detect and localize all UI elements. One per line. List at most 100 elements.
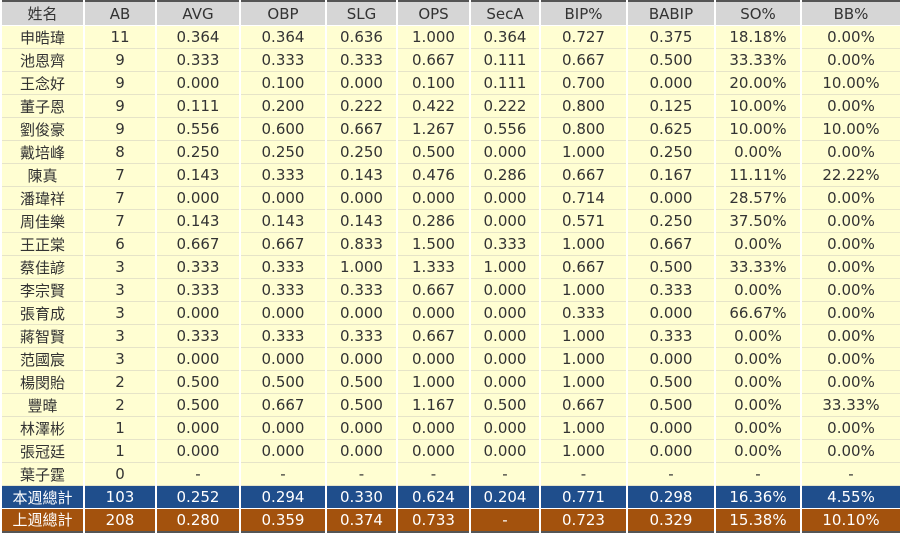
cell-babip: 0.500	[626, 48, 716, 72]
cell-name: 張冠廷	[0, 439, 85, 463]
cell-babip: 0.625	[626, 117, 716, 141]
cell-avg: 0.500	[155, 393, 241, 417]
cell-ops: 1.000	[396, 370, 471, 394]
this-week-total-row: 本週總計 103 0.252 0.294 0.330 0.624 0.204 0.771 0.2…	[0, 485, 900, 509]
cell-obp: 0.667	[239, 393, 327, 417]
cell-slg: 0.333	[325, 324, 398, 348]
cell-avg: 0.000	[155, 439, 241, 463]
cell-ops: 0.000	[396, 301, 471, 325]
cell-obp: 0.250	[239, 140, 327, 164]
cell-bb-pct: 10.00%	[800, 71, 900, 95]
cell-ab: 1	[83, 439, 157, 463]
cell-bip-pct: 0.333	[539, 301, 628, 325]
cell-so-pct: -	[714, 462, 802, 486]
cell-bip-pct: 0.800	[539, 117, 628, 141]
cell-bip-pct: 1.000	[539, 278, 628, 302]
cell-bip-pct: 0.667	[539, 393, 628, 417]
cell-seca: 0.000	[469, 278, 541, 302]
cell-bb-pct: 0.00%	[800, 94, 900, 118]
cell-obp: 0.500	[239, 370, 327, 394]
cell-babip: 0.333	[626, 324, 716, 348]
cell-babip: 0.667	[626, 232, 716, 256]
cell-so-pct: 15.38%	[714, 508, 802, 532]
cell-bb-pct: 0.00%	[800, 25, 900, 49]
cell-babip: 0.250	[626, 140, 716, 164]
cell-bip-pct: 0.667	[539, 48, 628, 72]
cell-seca: 0.000	[469, 370, 541, 394]
cell-seca: -	[469, 462, 541, 486]
cell-name: 范國宸	[0, 347, 85, 371]
player-row: 池恩齊 9 0.333 0.333 0.333 0.667 0.111 0.667 0.500 3…	[0, 48, 900, 72]
cell-babip: 0.167	[626, 163, 716, 187]
cell-bb-pct: 10.00%	[800, 117, 900, 141]
cell-bip-pct: 0.700	[539, 71, 628, 95]
cell-obp: 0.143	[239, 209, 327, 233]
cell-ab: 8	[83, 140, 157, 164]
cell-ab: 7	[83, 209, 157, 233]
player-row: 葉子霆 0- - - - - - - - -	[0, 462, 900, 486]
cell-seca: 1.000	[469, 255, 541, 279]
cell-avg: -	[155, 462, 241, 486]
cell-bip-pct: 0.667	[539, 163, 628, 187]
cell-bb-pct: 0.00%	[800, 209, 900, 233]
cell-obp: -	[239, 462, 327, 486]
cell-obp: 0.600	[239, 117, 327, 141]
player-row: 豐暐 2 0.500 0.667 0.500 1.167 0.500 0.667 0.500 0.…	[0, 393, 900, 417]
cell-babip: 0.000	[626, 301, 716, 325]
cell-ops: 1.267	[396, 117, 471, 141]
cell-seca: 0.222	[469, 94, 541, 118]
cell-name: 楊閔貽	[0, 370, 85, 394]
cell-bb-pct: 0.00%	[800, 255, 900, 279]
player-row: 戴培峰 8 0.250 0.250 0.250 0.500 0.000 1.000 0.250 0…	[0, 140, 900, 164]
cell-slg: 0.000	[325, 301, 398, 325]
cell-obp: 0.359	[239, 508, 327, 532]
cell-obp: 0.333	[239, 278, 327, 302]
cell-seca: 0.000	[469, 140, 541, 164]
cell-avg: 0.250	[155, 140, 241, 164]
cell-name: 劉俊豪	[0, 117, 85, 141]
cell-so-pct: 0.00%	[714, 278, 802, 302]
cell-name: 王正棠	[0, 232, 85, 256]
player-row: 張冠廷 1 0.000 0.000 0.000 0.000 0.000 1.000 0.000 0…	[0, 439, 900, 463]
cell-so-pct: 0.00%	[714, 439, 802, 463]
cell-avg: 0.500	[155, 370, 241, 394]
cell-obp: 0.000	[239, 347, 327, 371]
cell-so-pct: 0.00%	[714, 324, 802, 348]
cell-obp: 0.294	[239, 485, 327, 509]
cell-avg: 0.143	[155, 209, 241, 233]
cell-slg: 0.000	[325, 439, 398, 463]
cell-seca: 0.000	[469, 347, 541, 371]
cell-bb-pct: 0.00%	[800, 347, 900, 371]
cell-ab: 3	[83, 278, 157, 302]
cell-obp: 0.333	[239, 48, 327, 72]
cell-obp: 0.333	[239, 324, 327, 348]
cell-ab: 7	[83, 163, 157, 187]
cell-ab: 9	[83, 48, 157, 72]
cell-avg: 0.000	[155, 71, 241, 95]
column-header-name: 姓名	[0, 0, 85, 26]
cell-slg: 0.250	[325, 140, 398, 164]
cell-name: 董子恩	[0, 94, 85, 118]
cell-name: 張育成	[0, 301, 85, 325]
cell-avg: 0.000	[155, 186, 241, 210]
cell-name: 上週總計	[0, 508, 85, 532]
cell-bip-pct: 1.000	[539, 232, 628, 256]
cell-slg: 0.833	[325, 232, 398, 256]
cell-seca: 0.000	[469, 301, 541, 325]
cell-ops: 1.500	[396, 232, 471, 256]
cell-so-pct: 66.67%	[714, 301, 802, 325]
cell-obp: 0.333	[239, 163, 327, 187]
cell-ab: 2	[83, 393, 157, 417]
cell-ab: 208	[83, 508, 157, 532]
cell-seca: 0.333	[469, 232, 541, 256]
cell-name: 林澤彬	[0, 416, 85, 440]
cell-babip: 0.333	[626, 278, 716, 302]
cell-slg: 0.330	[325, 485, 398, 509]
cell-babip: 0.298	[626, 485, 716, 509]
last-week-total-row: 上週總計 208 0.280 0.359 0.374 0.733-0.723 0.329 15…	[0, 508, 900, 532]
player-row: 劉俊豪 9 0.556 0.600 0.667 1.267 0.556 0.800 0.625 1…	[0, 117, 900, 141]
cell-ops: 0.500	[396, 140, 471, 164]
cell-name: 王念好	[0, 71, 85, 95]
cell-bb-pct: 0.00%	[800, 48, 900, 72]
cell-slg: 0.374	[325, 508, 398, 532]
